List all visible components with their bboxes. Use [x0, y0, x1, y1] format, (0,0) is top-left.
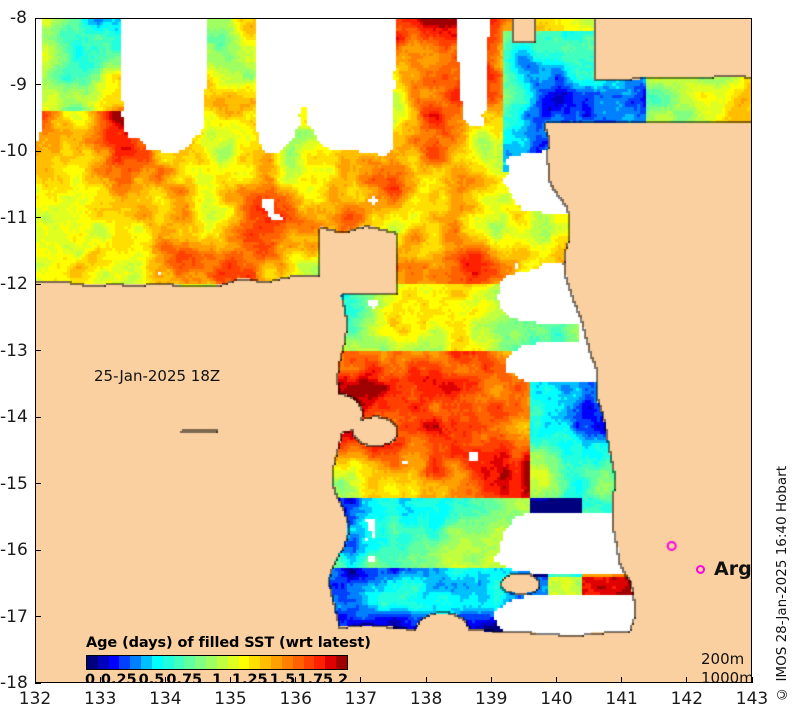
x-axis-tick-label: 139 — [475, 689, 508, 709]
y-axis-tick-label: -8 — [10, 8, 27, 28]
y-axis-tick — [35, 150, 41, 152]
x-axis-tick — [621, 677, 623, 683]
y-axis-tick — [35, 350, 41, 351]
x-axis-tick — [164, 677, 166, 683]
argo-marker-icon — [696, 564, 705, 574]
colorbar-tick-label: 0 — [84, 672, 96, 683]
x-axis-tick-label: 132 — [18, 689, 52, 709]
x-axis-tick-label: 138 — [409, 689, 443, 709]
colorbar-swatch — [271, 656, 282, 669]
x-axis-tick-label: 136 — [279, 689, 312, 709]
x-axis-tick — [230, 677, 232, 683]
x-axis-tick — [34, 677, 36, 683]
x-axis-tick-label: 142 — [670, 689, 704, 709]
colorbar-swatch — [119, 656, 131, 669]
y-axis-tick — [35, 283, 41, 285]
x-axis-tick — [99, 677, 101, 683]
x-axis-tick-label: 137 — [344, 689, 378, 709]
colorbar-swatch — [227, 656, 239, 669]
y-axis-tick-label: -12 — [0, 274, 28, 294]
y-axis-tick — [35, 682, 41, 684]
colorbar-tick-label: 1 — [211, 672, 223, 683]
colorbar-swatch — [303, 656, 315, 669]
x-axis-tick-label: 135 — [214, 689, 247, 709]
y-axis-tick-label: -11 — [0, 207, 28, 228]
y-axis-tick — [35, 616, 41, 617]
colorbar-swatch — [260, 656, 272, 669]
y-axis-tick — [35, 549, 41, 551]
colorbar-swatch — [87, 656, 98, 669]
colorbar-tick-label: 1.5 — [269, 672, 296, 683]
y-axis-tick — [35, 84, 41, 85]
colorbar-tick-labels: 0 0.25 0.5 0.75 1 1.25 1.5 1.75 2 — [84, 670, 349, 683]
x-axis-tick-label: 133 — [83, 689, 117, 709]
argo-marker-label: Argo — [714, 558, 752, 580]
colorbar-tick-label: 0.75 — [166, 672, 203, 683]
x-axis-tick-label: 134 — [149, 689, 182, 709]
colorbar-swatch — [281, 656, 293, 669]
isobath-200m-label: 200m — [701, 650, 745, 668]
colorbar-tick-label: 1.25 — [231, 672, 268, 683]
date-stamp-label: 25-Jan-2025 18Z — [94, 367, 221, 385]
colorbar-swatch — [216, 656, 228, 669]
isobath-1000m-label: 1000m — [701, 669, 752, 683]
y-axis-tick-label: -14 — [0, 407, 28, 427]
colorbar-swatch — [238, 656, 250, 669]
x-axis-tick — [490, 677, 492, 683]
x-axis-tick-label: 143 — [735, 689, 769, 709]
colorbar-swatch — [325, 656, 337, 669]
x-axis-tick — [425, 677, 427, 683]
y-axis-tick — [35, 416, 41, 418]
y-axis-tick — [35, 483, 41, 484]
y-axis-tick — [35, 17, 41, 19]
colorbar-swatch — [195, 656, 207, 669]
colorbar-swatch — [292, 656, 304, 669]
colorbar-title: Age (days) of filled SST (wrt latest) — [86, 635, 371, 651]
y-axis-tick-label: -13 — [0, 340, 28, 361]
colorbar-tick-label: 0.5 — [138, 672, 165, 683]
colorbar-swatch — [97, 656, 109, 669]
colorbar-tick-label: 0.25 — [100, 672, 137, 683]
y-axis-tick-label: -18 — [0, 673, 28, 693]
copyright-credit: © IMOS 28-Jan-2025 16:40 Hobart — [774, 466, 790, 702]
colorbar-swatch — [151, 656, 163, 669]
colorbar-swatch — [314, 656, 326, 669]
colorbar-gradient — [86, 655, 348, 670]
x-axis-tick-label: 140 — [540, 689, 573, 709]
argo-marker-legend: Argo — [696, 558, 752, 580]
colorbar-swatch — [184, 656, 196, 669]
colorbar-swatch — [206, 656, 217, 669]
colorbar-swatch — [162, 656, 174, 669]
x-axis-tick — [751, 677, 753, 683]
x-axis-tick-label: 141 — [605, 689, 638, 709]
colorbar-swatch — [173, 656, 185, 669]
x-axis-tick — [555, 677, 557, 683]
x-axis-tick — [360, 677, 362, 683]
colorbar-swatch — [141, 656, 152, 669]
colorbar-swatch — [108, 656, 120, 669]
y-axis-tick-label: -10 — [0, 141, 28, 161]
x-axis-tick — [295, 677, 297, 683]
colorbar-tick-label: 2 — [337, 672, 349, 683]
y-axis-tick — [35, 217, 41, 218]
colorbar-swatch — [249, 656, 261, 669]
map-plot-area[interactable]: 25-Jan-2025 18Z 200m 1000m Argo Age (day… — [35, 18, 752, 683]
x-axis-tick — [686, 677, 688, 683]
colorbar-swatch — [130, 656, 142, 669]
y-axis-tick-label: -16 — [0, 540, 28, 560]
colorbar-tick-label: 1.75 — [297, 672, 334, 683]
y-axis-tick-label: -9 — [10, 74, 27, 95]
sst-age-heatmap — [36, 19, 751, 682]
y-axis-tick-label: -15 — [0, 473, 28, 494]
colorbar-swatch — [336, 656, 347, 669]
y-axis-tick-label: -17 — [0, 606, 28, 627]
